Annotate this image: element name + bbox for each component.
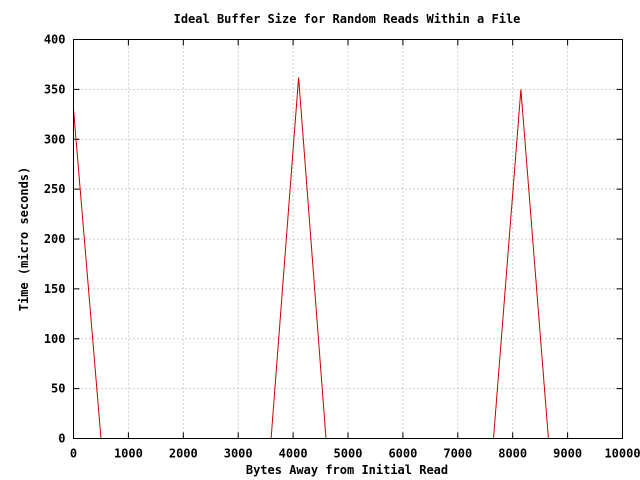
y-tick-label: 200 [44, 232, 66, 246]
plot-frame [73, 39, 623, 439]
x-tick-label: 10000 [604, 447, 640, 461]
series-group [73, 77, 604, 439]
x-tick-label: 2000 [169, 447, 198, 461]
x-tick-label: 4000 [279, 447, 308, 461]
y-tick-label: 100 [44, 332, 66, 346]
x-tick-label: 7000 [443, 447, 472, 461]
x-tick-label: 8000 [498, 447, 527, 461]
y-tick-label: 350 [44, 82, 66, 96]
y-tick-label: 250 [44, 182, 66, 196]
y-tick-label: 0 [58, 432, 65, 446]
y-tick-labels: 0 50 100 150 200 250 300 350 400 [44, 33, 66, 446]
x-tick-label: 6000 [388, 447, 417, 461]
y-tick-label: 300 [44, 132, 66, 146]
chart-title: Ideal Buffer Size for Random Reads Withi… [174, 12, 521, 26]
series-line [73, 77, 604, 439]
x-tick-labels: 0 1000 2000 3000 4000 5000 6000 7000 8000 9000 100… [70, 447, 640, 461]
y-tick-label: 400 [44, 33, 66, 47]
x-tick-label: 0 [70, 447, 77, 461]
axis-ticks [73, 39, 623, 439]
x-tick-label: 5000 [334, 447, 363, 461]
y-tick-label: 150 [44, 282, 66, 296]
grid-lines [73, 39, 623, 439]
x-axis-title: Bytes Away from Initial Read [246, 463, 448, 477]
x-tick-label: 3000 [224, 447, 253, 461]
y-tick-label: 50 [51, 382, 65, 396]
x-tick-label: 9000 [553, 447, 582, 461]
x-tick-label: 1000 [114, 447, 143, 461]
y-axis-title: Time (micro seconds) [17, 167, 31, 312]
